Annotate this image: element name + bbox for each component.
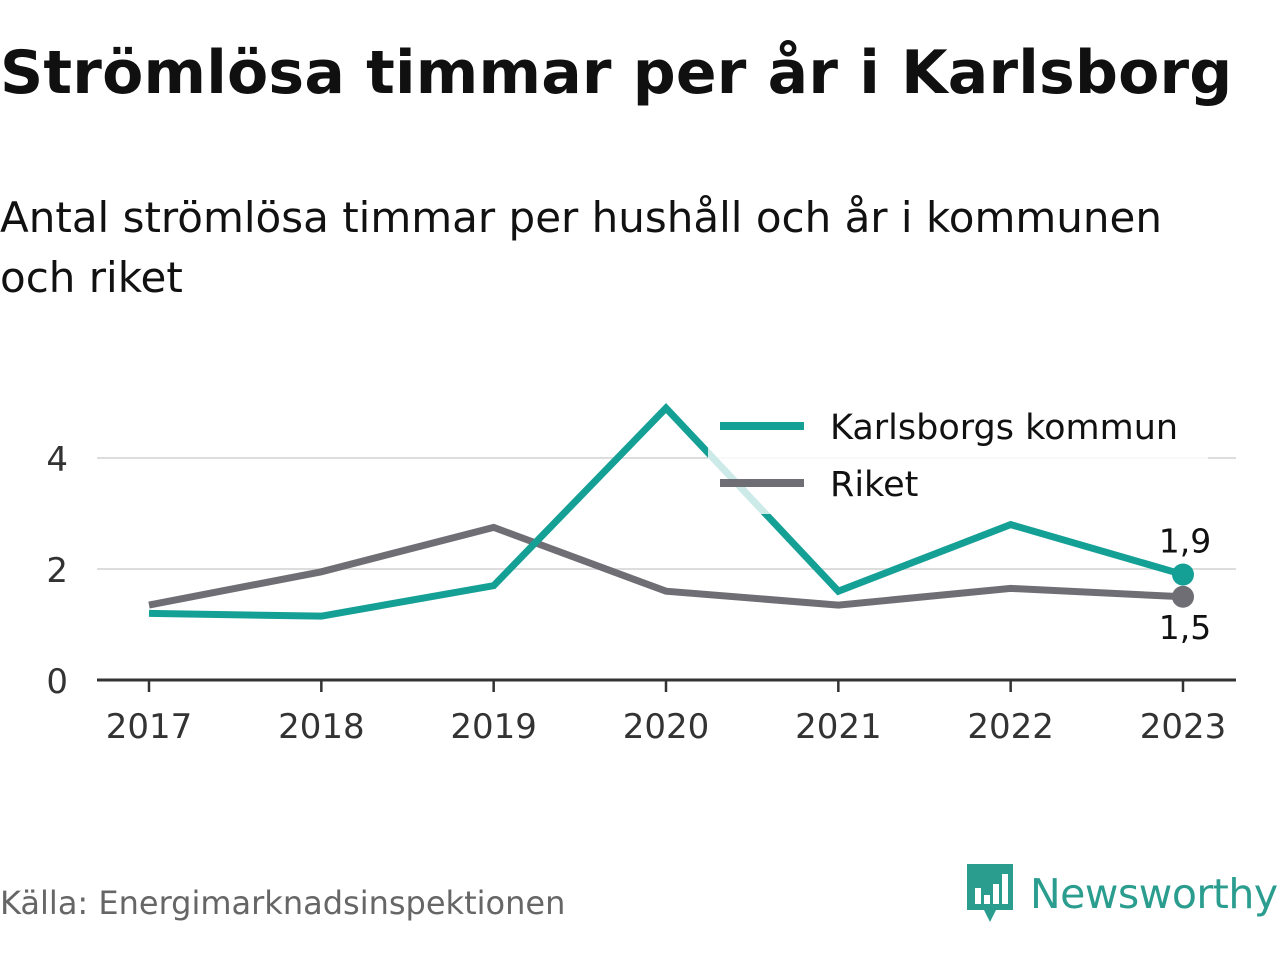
legend-label: Karlsborgs kommun — [830, 408, 1178, 448]
x-tick-label: 2021 — [795, 707, 882, 747]
series-line-karlsborg — [148, 402, 1184, 620]
y-tick-label: 2 — [46, 551, 68, 591]
chart-subtitle: Antal strömlösa timmar per hushåll och å… — [0, 193, 1162, 302]
source-note: Källa: Energimarknadsinspektionen — [0, 884, 566, 922]
end-labels: 1,9 1,5 — [1159, 522, 1211, 647]
y-tick-label: 0 — [46, 662, 68, 702]
newsworthy-logo-icon — [967, 864, 1013, 922]
x-tick-label: 2022 — [967, 707, 1054, 747]
x-tick-label: 2023 — [1140, 707, 1227, 747]
legend-label: Riket — [830, 465, 918, 505]
x-tick-label: 2020 — [623, 707, 710, 747]
x-tick-label: 2018 — [278, 707, 365, 747]
x-tick-label: 2019 — [450, 707, 537, 747]
chart-title: Strömlösa timmar per år i Karlsborg — [0, 38, 1233, 108]
legend: Karlsborgs kommun Riket — [708, 398, 1208, 514]
x-axis: 2017 2018 2019 2020 2021 2022 2023 — [97, 678, 1236, 747]
end-value-label: 1,5 — [1159, 608, 1211, 647]
brand-logo: Newsworthy — [964, 862, 1278, 926]
brand-name: Newsworthy — [1030, 870, 1278, 918]
end-point-marker — [1172, 563, 1194, 586]
end-value-label: 1,9 — [1159, 522, 1211, 561]
y-tick-label: 4 — [46, 440, 68, 480]
series-lines — [148, 402, 1184, 620]
end-point-marker — [1172, 585, 1194, 608]
y-axis-ticks: 0 2 4 — [46, 440, 68, 702]
series-line-riket — [148, 523, 1184, 609]
x-tick-label: 2017 — [106, 707, 193, 747]
legend-background — [708, 398, 1208, 514]
